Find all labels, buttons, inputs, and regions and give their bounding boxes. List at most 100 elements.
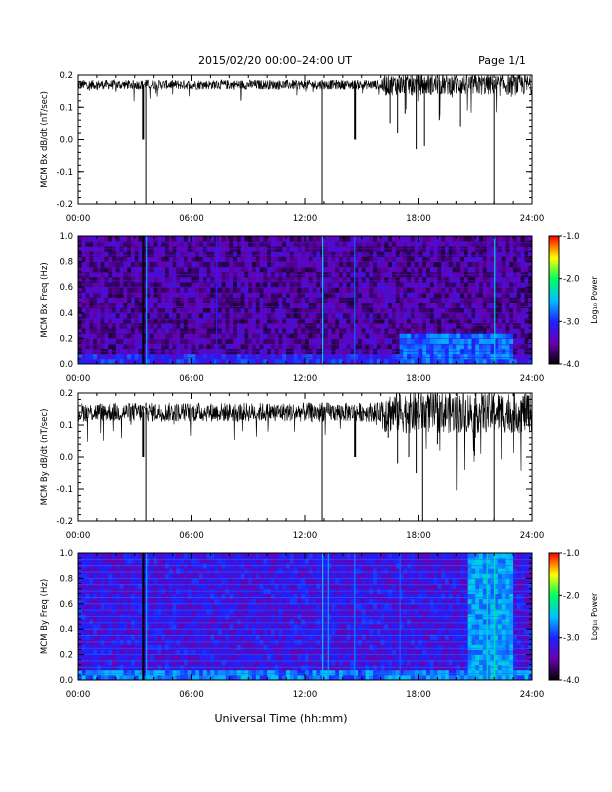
heatmap-cell [81, 644, 86, 650]
heatmap-cell [89, 256, 94, 262]
heatmap-cell [236, 241, 242, 247]
heatmap-cell [255, 343, 260, 350]
heatmap-cell [138, 353, 143, 360]
heatmap-cell [259, 338, 264, 344]
heatmap-cell [274, 649, 279, 655]
heatmap-cell [149, 553, 155, 559]
heatmap-cell [278, 241, 283, 247]
heatmap-cell [248, 343, 253, 350]
heatmap-cell [210, 583, 215, 589]
heatmap-cell [426, 256, 431, 262]
heatmap-cell [259, 583, 264, 589]
heatmap-cell [233, 578, 238, 584]
heatmap-cell [161, 333, 166, 339]
heatmap-cell [244, 266, 249, 273]
heatmap-cell [161, 644, 166, 650]
heatmap-cell [134, 353, 139, 360]
heatmap-cell [217, 302, 223, 309]
heatmap-cell [191, 649, 196, 655]
heatmap-cell [255, 593, 260, 600]
colorbar-label: Log₁₀ Power [590, 276, 599, 324]
heatmap-cell [339, 236, 344, 242]
heatmap-cell [85, 624, 90, 630]
heatmap-cell [168, 266, 173, 273]
heatmap-cell [153, 644, 158, 650]
heatmap-cell [248, 659, 253, 666]
heatmap-cell [96, 654, 102, 661]
heatmap-cell [252, 624, 257, 630]
heatmap-cell [395, 328, 400, 334]
heatmap-cell [418, 302, 423, 309]
heatmap-cell [202, 338, 208, 344]
heatmap-cell [350, 302, 355, 309]
heatmap-cell [429, 353, 435, 360]
heatmap-cell [255, 573, 260, 579]
heatmap-cell [252, 266, 257, 273]
heatmap-cell [305, 282, 310, 288]
colorbar-cell [549, 361, 559, 365]
heatmap-cell [357, 282, 363, 288]
heatmap-cell [225, 624, 230, 630]
heatmap-cell [437, 236, 442, 242]
heatmap-cell [81, 328, 86, 334]
heatmap-cell [365, 287, 370, 293]
heatmap-cell [176, 649, 181, 655]
heatmap-cell [138, 659, 143, 666]
heatmap-cell [267, 358, 272, 364]
heatmap-cell [342, 302, 348, 309]
heatmap-cell [297, 307, 302, 314]
heatmap-cell [267, 558, 272, 564]
heatmap-cell [286, 328, 291, 334]
heatmap-cell [210, 644, 215, 650]
heatmap-cell [456, 353, 461, 360]
heatmap-cell [89, 236, 94, 242]
heatmap-cell [490, 261, 495, 268]
heatmap-cell [236, 659, 242, 666]
heatmap-cell [259, 287, 264, 293]
heatmap-cell [115, 276, 121, 283]
heatmap-cell [134, 553, 139, 559]
heatmap-cell [395, 287, 400, 293]
heatmap-cell [513, 328, 518, 334]
heatmap-cell [327, 317, 332, 324]
heatmap-cell [369, 266, 374, 273]
heatmap-cell [112, 593, 117, 600]
heatmap-cell [259, 266, 264, 273]
heatmap-cell [248, 654, 253, 661]
heatmap-cell [217, 598, 223, 605]
heatmap-cell [414, 266, 419, 273]
heatmap-cell [210, 241, 215, 247]
heatmap-cell [361, 236, 366, 242]
heatmap-cell [365, 251, 370, 257]
heatmap-cell [509, 353, 514, 360]
heatmap-cell [210, 251, 215, 257]
heatmap-cell [191, 573, 196, 579]
heatmap-cell [422, 328, 427, 334]
heatmap-cell [403, 358, 408, 364]
heatmap-cell [172, 333, 177, 339]
heatmap-cell [248, 634, 253, 640]
heatmap-cell [134, 358, 139, 364]
heatmap-cell [176, 603, 181, 610]
heatmap-cell [520, 312, 525, 319]
heatmap-cell [217, 608, 223, 615]
heatmap-cell [380, 236, 385, 242]
heatmap-cell [229, 568, 234, 574]
heatmap-cell [172, 649, 177, 655]
heatmap-cell [373, 251, 378, 257]
heatmap-cell [297, 276, 302, 283]
heatmap-cell [263, 634, 268, 640]
heatmap-cell [501, 282, 506, 288]
heatmap-cell [153, 669, 158, 676]
heatmap-cell [134, 603, 139, 610]
heatmap-cell [229, 598, 234, 605]
heatmap-cell [350, 241, 355, 247]
heatmap-cell [149, 261, 155, 268]
heatmap-cell [308, 251, 313, 257]
heatmap-cell [350, 236, 355, 242]
heatmap-cell [180, 659, 185, 666]
heatmap-cell [236, 328, 242, 334]
heatmap-cell [497, 343, 503, 350]
heatmap-cell [191, 251, 196, 257]
heatmap-cell [248, 608, 253, 615]
